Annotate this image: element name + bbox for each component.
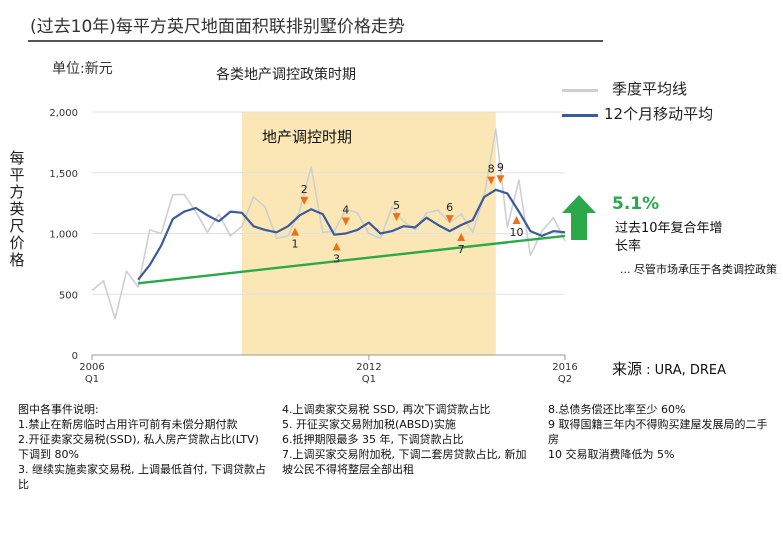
x-tick-quarter: Q1 [362,374,376,385]
note-item: 6.抵押期限最多 35 年, 下调贷款占比 [282,433,464,446]
x-tick-year: 2006 [79,362,104,373]
event-marker [496,175,505,184]
notes-column-3: 8.总债务偿还比率至少 60% 9 取得国籍三年内不得购买建屋发展局的二手房 1… [548,402,778,462]
legend-quarterly: 季度平均线 [612,80,688,98]
event-label: 7 [458,243,465,256]
note-item: 4.上调卖家交易税 SSD, 再次下调贷款占比 [282,403,491,416]
chart-title: (过去10年)每平方英尺地面面积联排别墅价格走势 [30,17,405,37]
event-marker [291,227,300,236]
note-item: 9 取得国籍三年内不得购买建屋发展局的二手房 [548,418,768,446]
y-tick-label: 500 [59,290,78,301]
event-marker [512,215,521,224]
source-label: 来源 [612,360,643,378]
market-note: ... 尽管市场承压于各类调控政策 [620,263,777,276]
y-axis-label: 每平方英尺价格 [9,149,25,269]
notes-column-1: 图中各事件说明: 1.禁止在新房临时占用许可前有未偿分期付款 2.开征卖家交易税… [18,402,268,492]
note-item: 7.上调买家交易附加税, 下调二套房贷款占比, 新加坡公民不得将整层全部出租 [282,448,527,476]
moving-average-line [137,188,566,281]
event-marker [300,196,309,205]
legend-swatch-quarterly [562,89,598,92]
notes-header: 图中各事件说明: [18,403,99,416]
legend-moving-average: 12个月移动平均 [604,105,714,123]
quarterly-average-line [91,128,566,320]
event-label: 6 [446,201,453,214]
event-label: 8 [488,163,495,176]
notes-column-2: 4.上调卖家交易税 SSD, 再次下调贷款占比 5. 开征买家交易附加税(ABS… [282,402,532,477]
x-tick-year: 2012 [356,362,381,373]
note-item: 5. 开征买家交易附加税(ABSD)实施 [282,418,456,431]
y-tick-label: 1,000 [49,230,78,241]
price-chart: 地产调控时期05001,0001,5002,0002006Q12012Q1201… [49,108,596,385]
title-divider [28,40,603,42]
x-tick-quarter: Q1 [85,374,99,385]
note-item: 3. 继续实施卖家交易税, 上调最低首付, 下调贷款占比 [18,463,266,491]
event-label: 2 [301,183,308,196]
event-label: 5 [393,199,400,212]
event-marker [341,217,350,226]
event-label: 9 [497,161,504,174]
event-marker [392,213,401,222]
y-tick-label: 1,500 [49,169,78,180]
x-tick-year: 2016 [552,362,577,373]
y-tick-label: 2,000 [49,108,78,119]
trend-line [137,234,566,285]
note-item: 8.总债务偿还比率至少 60% [548,403,686,416]
note-item: 1.禁止在新房临时占用许可前有未偿分期付款 [18,418,238,431]
event-marker [487,176,496,185]
source-text: : URA, DREA [646,363,726,378]
y-tick-label: 0 [72,351,78,362]
event-marker [332,242,341,251]
event-marker [457,232,466,241]
event-label: 3 [333,252,340,265]
legend-swatch-moving-average [562,114,598,117]
unit-label: 单位:新元 [52,61,113,77]
x-tick-quarter: Q2 [558,374,572,385]
growth-arrow-icon [562,195,596,240]
source: 来源 : URA, DREA [612,358,726,379]
policy-period-label: 地产调控时期 [262,128,352,146]
event-label: 1 [292,238,299,251]
growth-value: 5.1% [612,194,660,214]
event-marker [445,215,454,224]
event-label: 10 [510,226,524,239]
period-title: 各类地产调控政策时期 [216,67,356,83]
event-label: 4 [342,204,349,217]
note-item: 2.开征卖家交易税(SSD), 私人房产贷款占比(LTV)下调到 80% [18,433,259,461]
growth-label: 过去10年复合年增长率 [615,221,723,254]
note-item: 10 交易取消费降低为 5% [548,448,675,461]
